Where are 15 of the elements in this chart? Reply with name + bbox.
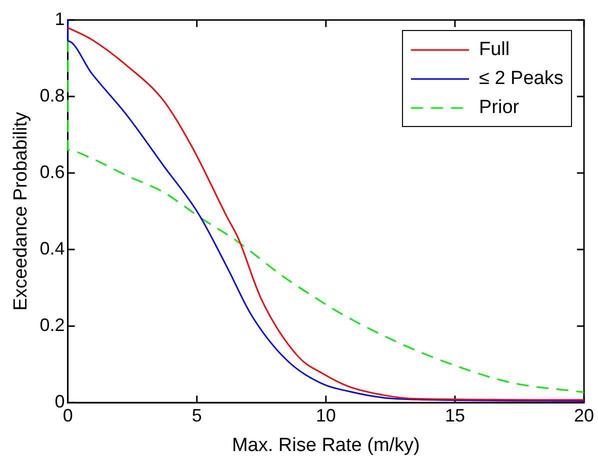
x-tick-label: 20 xyxy=(574,405,594,426)
x-tick-label: 5 xyxy=(192,405,202,426)
legend-label: ≤ 2 Peaks xyxy=(479,68,564,90)
x-tick-label: 10 xyxy=(316,405,336,426)
y-tick-label: 0.2 xyxy=(40,315,65,336)
x-axis-title: Max. Rise Rate (m/ky) xyxy=(232,434,420,456)
y-tick-label: 0.6 xyxy=(40,162,65,182)
y-tick-label: 0.8 xyxy=(40,85,65,106)
y-tick-label: 0 xyxy=(54,392,65,412)
x-tick-label: 15 xyxy=(444,405,465,426)
y-axis-title: Exceedance Probability xyxy=(10,112,32,311)
y-tick-label: 1 xyxy=(54,8,65,29)
legend-label: Prior xyxy=(479,96,520,118)
y-tick-label: 0.4 xyxy=(40,238,65,259)
legend-label: Full xyxy=(479,38,510,60)
